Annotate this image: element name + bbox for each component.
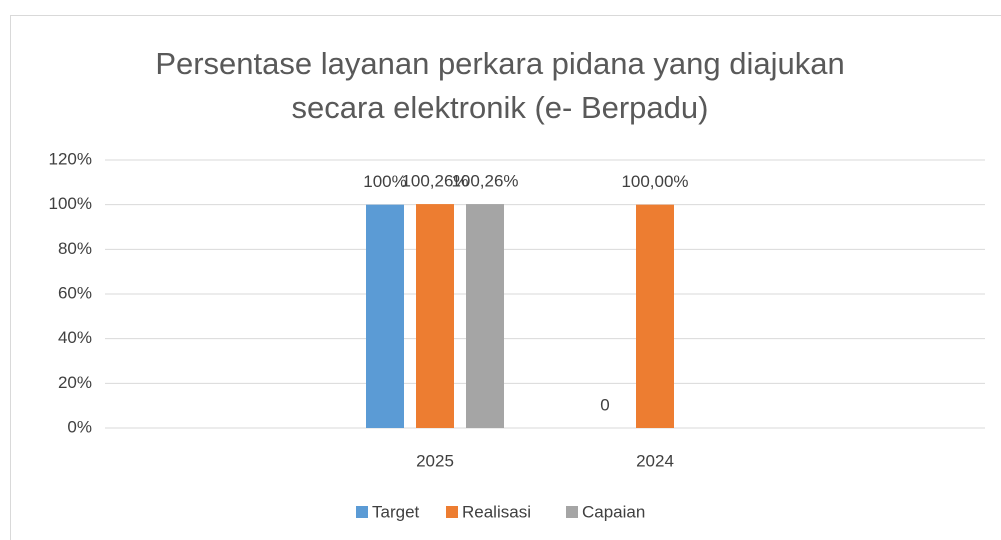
x-tick-label: 2024 [636,451,674,470]
bar [466,204,504,428]
chart-title: Persentase layanan perkara pidana yang d… [155,46,845,125]
y-tick-label: 120% [49,149,92,168]
legend-swatch [446,506,458,518]
y-tick-label: 60% [58,283,92,302]
data-label: 0 [600,395,609,414]
data-label: 100% [363,172,406,191]
y-tick-label: 80% [58,239,92,258]
y-tick-label: 40% [58,328,92,347]
legend-label: Realisasi [462,502,531,521]
legend-swatch [356,506,368,518]
y-tick-label: 100% [49,194,92,213]
chart-border [10,15,1001,540]
data-label: 100,00% [621,172,688,191]
data-label: 100,26% [451,172,518,191]
bar [636,204,674,428]
bar [416,204,454,428]
bar [366,204,404,428]
legend-swatch [566,506,578,518]
legend-label: Capaian [582,502,645,521]
y-tick-label: 0% [67,417,92,436]
data-label: 100,26% [401,172,468,191]
x-tick-label: 2025 [416,451,454,470]
y-tick-label: 20% [58,373,92,392]
legend-label: Target [372,502,420,521]
